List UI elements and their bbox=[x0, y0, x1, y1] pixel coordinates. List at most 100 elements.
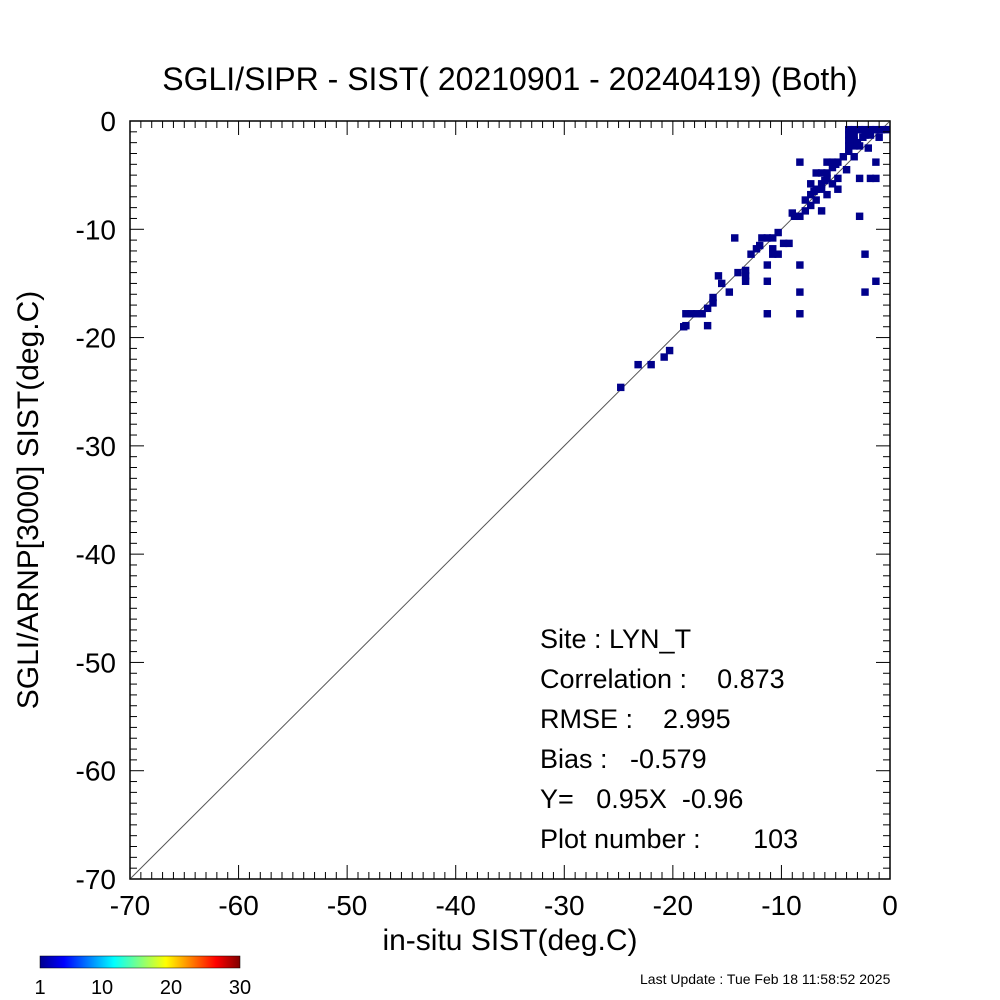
data-point bbox=[823, 169, 831, 177]
data-point bbox=[769, 250, 777, 258]
data-point bbox=[817, 185, 826, 193]
chart-title: SGLI/SIPR - SIST( 20210901 - 20240419) (… bbox=[162, 61, 857, 97]
data-point bbox=[785, 239, 793, 248]
data-point bbox=[812, 169, 820, 177]
x-axis-label: in-situ SIST(deg.C) bbox=[382, 924, 637, 957]
y-tick-label: -10 bbox=[76, 214, 116, 245]
data-point bbox=[801, 207, 810, 215]
data-point bbox=[741, 272, 750, 280]
y-tick-label: -50 bbox=[76, 647, 116, 678]
colorbar-tick-label: 10 bbox=[91, 977, 113, 999]
stats-fit: Y= 0.95X -0.96 bbox=[540, 784, 743, 814]
minor-ticks bbox=[129, 120, 891, 880]
data-point bbox=[866, 131, 875, 139]
data-point bbox=[861, 288, 869, 296]
data-point bbox=[845, 131, 853, 139]
data-point bbox=[703, 321, 712, 330]
colorbar: 1 10 20 30 bbox=[34, 955, 251, 999]
data-point bbox=[709, 299, 717, 307]
data-point bbox=[845, 125, 853, 134]
x-tick-label: -60 bbox=[218, 890, 258, 921]
y-tick-label: -20 bbox=[76, 323, 116, 354]
data-point bbox=[796, 288, 804, 296]
data-point bbox=[747, 250, 755, 258]
data-point bbox=[680, 323, 688, 331]
data-point bbox=[709, 293, 717, 302]
data-point bbox=[866, 125, 875, 134]
data-point bbox=[842, 166, 851, 174]
data-point bbox=[864, 144, 872, 152]
data-point bbox=[734, 268, 742, 277]
data-point bbox=[779, 239, 788, 248]
x-tick-label: -40 bbox=[435, 890, 475, 921]
data-point bbox=[758, 234, 766, 242]
data-point bbox=[617, 383, 625, 392]
y-tick-label: -30 bbox=[76, 431, 116, 462]
data-point bbox=[853, 138, 862, 147]
data-point bbox=[769, 245, 777, 253]
data-point bbox=[660, 353, 668, 361]
x-tick-label: -50 bbox=[327, 890, 367, 921]
x-tick-label: -20 bbox=[653, 890, 693, 921]
y-axis-ticks: -70 -60 -50 -40 -30 -20 -10 0 bbox=[76, 106, 116, 895]
data-point bbox=[741, 266, 750, 275]
data-points bbox=[617, 125, 891, 392]
last-update-text: Last Update : Tue Feb 18 11:58:52 2025 bbox=[640, 971, 891, 987]
data-point bbox=[731, 234, 739, 242]
data-point bbox=[810, 187, 818, 196]
data-point bbox=[828, 180, 837, 188]
colorbar-tick-label: 1 bbox=[34, 977, 45, 999]
data-point bbox=[665, 346, 674, 355]
x-tick-label: 0 bbox=[882, 890, 898, 921]
data-point bbox=[875, 133, 883, 141]
y-tick-label: -60 bbox=[76, 756, 116, 787]
data-point bbox=[839, 153, 848, 161]
data-point bbox=[801, 196, 810, 204]
data-point bbox=[682, 310, 690, 318]
data-point bbox=[845, 147, 853, 156]
data-point bbox=[634, 360, 642, 369]
data-point bbox=[845, 142, 853, 150]
data-point bbox=[850, 125, 858, 134]
y-tick-label: -70 bbox=[76, 864, 116, 895]
data-point bbox=[877, 125, 886, 134]
x-tick-label: -70 bbox=[110, 890, 150, 921]
colorbar-tick-label: 20 bbox=[160, 977, 182, 999]
data-point bbox=[861, 125, 869, 134]
stats-site: Site : LYN_T bbox=[540, 624, 691, 654]
data-point bbox=[796, 261, 804, 269]
data-point bbox=[855, 125, 864, 134]
data-point bbox=[850, 153, 858, 161]
data-point bbox=[774, 250, 782, 258]
data-point bbox=[855, 174, 864, 183]
data-point bbox=[763, 234, 772, 242]
data-point bbox=[718, 279, 726, 288]
colorbar-ticks: 1 10 20 30 bbox=[34, 977, 251, 999]
data-point bbox=[698, 310, 706, 318]
data-point bbox=[647, 360, 655, 369]
data-point bbox=[821, 176, 829, 185]
data-point bbox=[861, 250, 869, 258]
data-point bbox=[807, 180, 815, 188]
data-point bbox=[866, 174, 875, 183]
data-point bbox=[769, 234, 777, 242]
x-tick-label: -30 bbox=[544, 890, 584, 921]
data-point bbox=[817, 169, 826, 177]
data-point bbox=[763, 277, 772, 285]
data-point bbox=[774, 228, 782, 237]
data-point bbox=[788, 209, 796, 217]
data-point bbox=[823, 158, 831, 166]
data-point bbox=[872, 277, 880, 285]
data-point bbox=[693, 310, 701, 318]
data-point bbox=[850, 131, 858, 139]
data-point bbox=[687, 310, 696, 318]
data-point bbox=[714, 272, 723, 280]
data-point bbox=[817, 207, 826, 215]
data-point bbox=[872, 125, 880, 134]
y-tick-label: -40 bbox=[76, 539, 116, 570]
colorbar-gradient bbox=[39, 955, 241, 969]
data-point bbox=[834, 174, 842, 183]
data-point bbox=[796, 310, 804, 318]
data-point bbox=[859, 133, 867, 141]
